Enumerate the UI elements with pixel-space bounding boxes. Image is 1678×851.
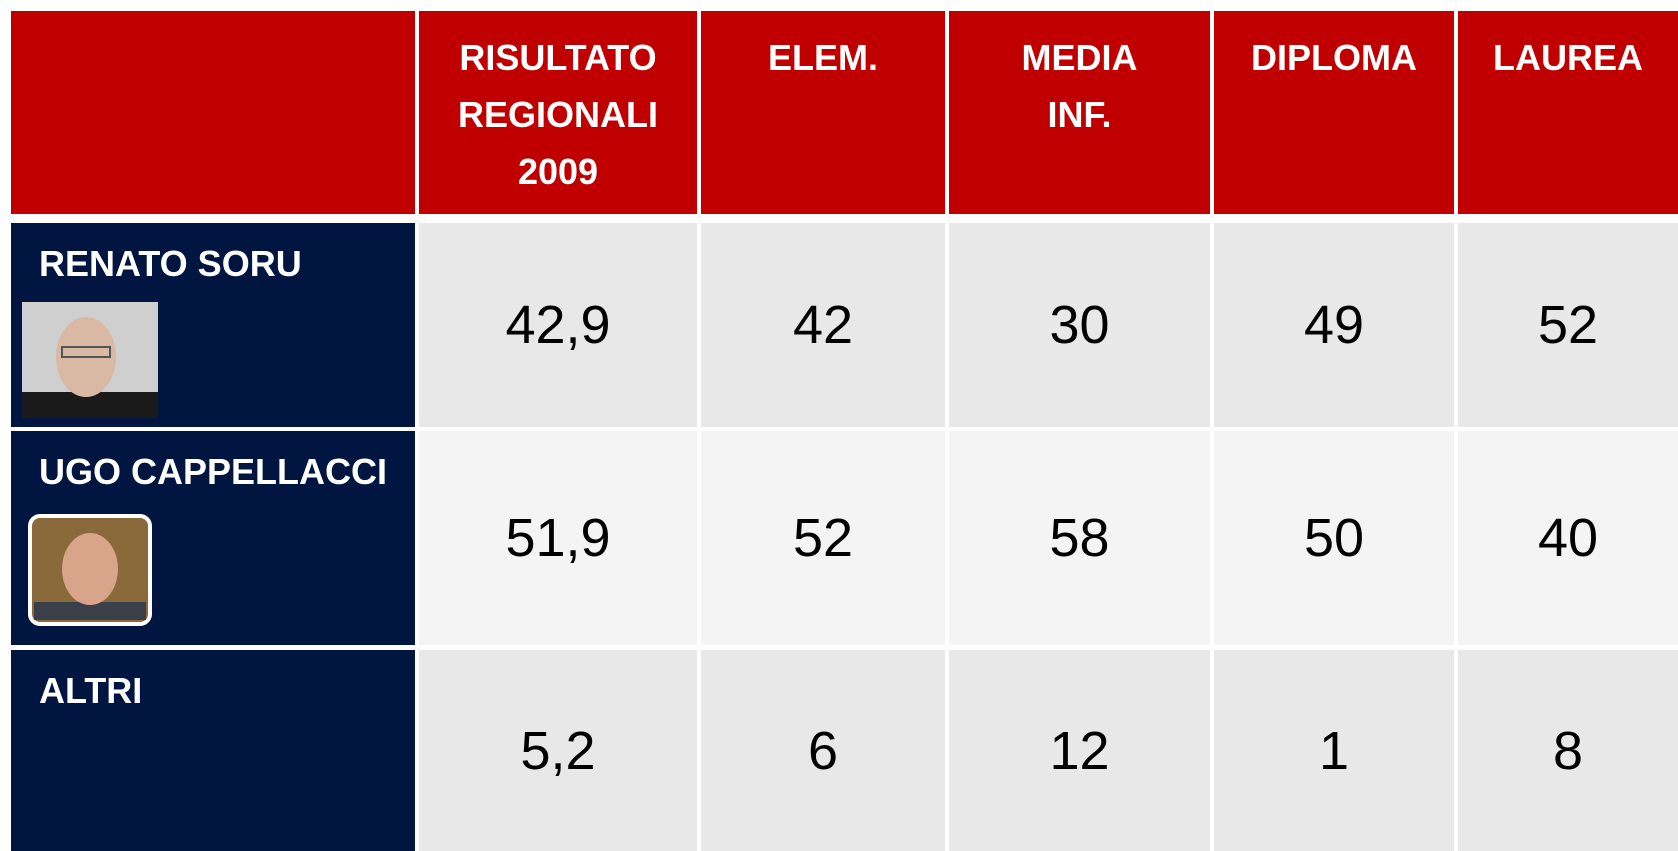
column-header: LAUREA (1458, 11, 1678, 214)
corner-cell (11, 11, 415, 214)
value-cell: 5,2 (419, 650, 697, 851)
value-cell: 8 (1458, 650, 1678, 851)
photo-cappellacci (28, 514, 152, 626)
value-cell: 52 (701, 431, 945, 645)
value-cell: 42 (701, 223, 945, 427)
column-header: ELEM. (701, 11, 945, 214)
photo-soru (22, 302, 158, 418)
value-cell: 49 (1214, 223, 1454, 427)
value-cell: 42,9 (419, 223, 697, 427)
value-cell: 52 (1458, 223, 1678, 427)
row-name: ALTRI (11, 650, 415, 851)
column-header: DIPLOMA (1214, 11, 1454, 214)
value-cell: 51,9 (419, 431, 697, 645)
value-cell: 50 (1214, 431, 1454, 645)
column-header: MEDIA INF. (949, 11, 1210, 214)
value-cell: 58 (949, 431, 1210, 645)
value-cell: 6 (701, 650, 945, 851)
value-cell: 40 (1458, 431, 1678, 645)
value-cell: 12 (949, 650, 1210, 851)
value-cell: 30 (949, 223, 1210, 427)
column-header: RISULTATO REGIONALI 2009 (419, 11, 697, 214)
value-cell: 1 (1214, 650, 1454, 851)
